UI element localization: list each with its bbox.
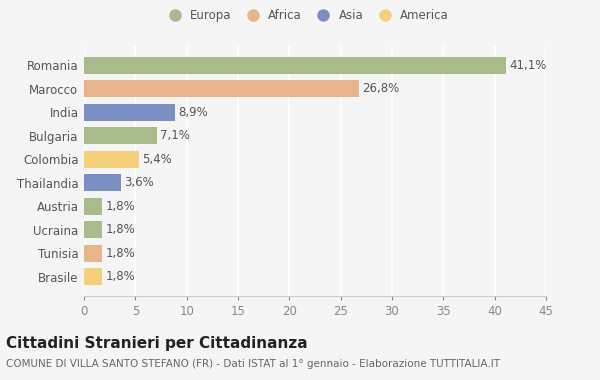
Text: 7,1%: 7,1% <box>160 129 190 142</box>
Bar <box>84 221 103 238</box>
Text: 26,8%: 26,8% <box>362 82 400 95</box>
Text: 5,4%: 5,4% <box>143 153 172 166</box>
Text: 1,8%: 1,8% <box>106 223 136 236</box>
Bar <box>84 81 359 97</box>
Bar <box>84 174 121 191</box>
Text: 41,1%: 41,1% <box>509 59 547 72</box>
Text: 1,8%: 1,8% <box>106 270 136 283</box>
Text: COMUNE DI VILLA SANTO STEFANO (FR) - Dati ISTAT al 1° gennaio - Elaborazione TUT: COMUNE DI VILLA SANTO STEFANO (FR) - Dat… <box>6 359 500 369</box>
Bar <box>84 127 157 144</box>
Bar <box>84 198 103 215</box>
Bar <box>84 268 103 285</box>
Bar <box>84 151 139 168</box>
Text: Cittadini Stranieri per Cittadinanza: Cittadini Stranieri per Cittadinanza <box>6 336 308 351</box>
Bar <box>84 57 506 74</box>
Legend: Europa, Africa, Asia, America: Europa, Africa, Asia, America <box>161 6 451 24</box>
Text: 1,8%: 1,8% <box>106 247 136 260</box>
Bar <box>84 104 175 121</box>
Text: 1,8%: 1,8% <box>106 200 136 213</box>
Bar <box>84 245 103 261</box>
Text: 3,6%: 3,6% <box>124 176 154 189</box>
Text: 8,9%: 8,9% <box>178 106 208 119</box>
